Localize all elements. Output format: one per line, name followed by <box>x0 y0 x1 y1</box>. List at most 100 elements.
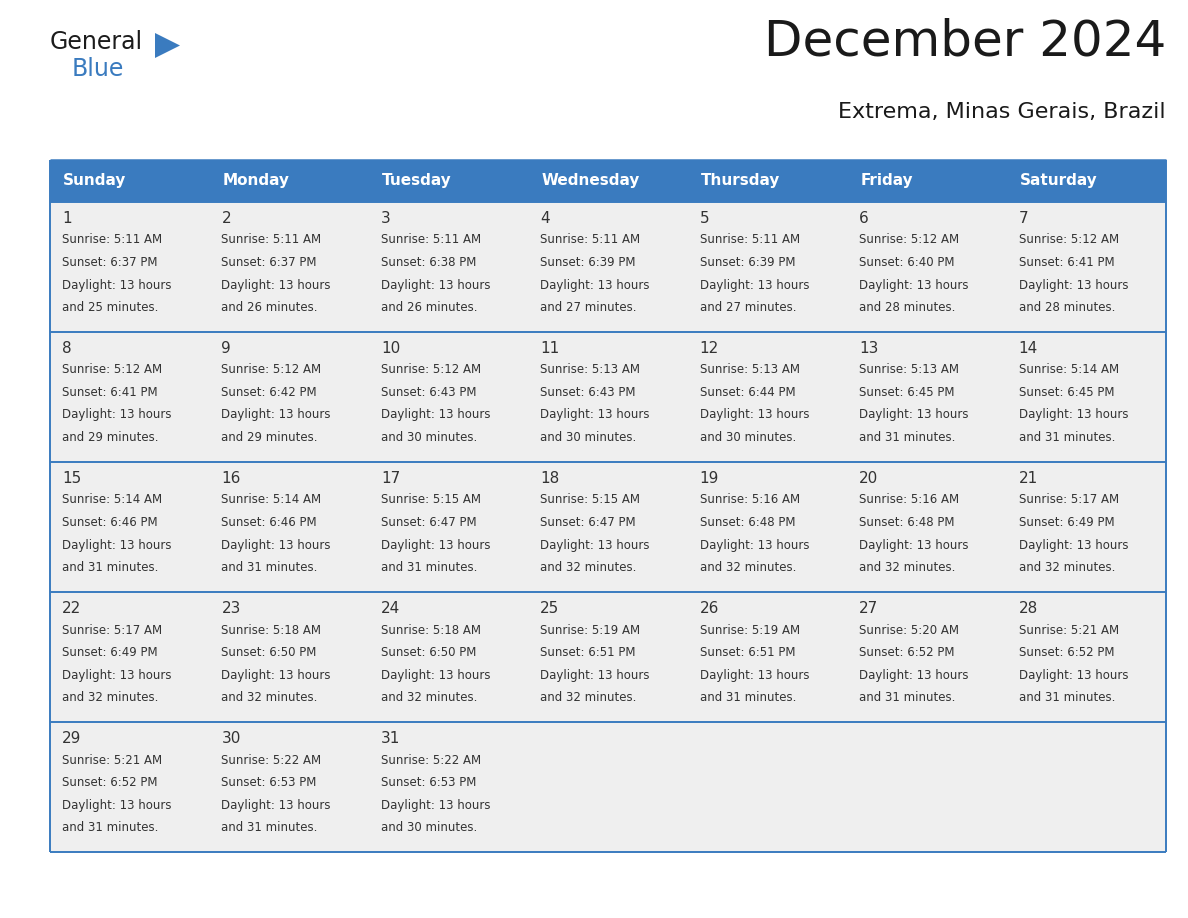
Bar <box>1006 332 1165 462</box>
Bar <box>209 332 368 462</box>
Bar <box>368 332 529 462</box>
Text: Sunrise: 5:17 AM: Sunrise: 5:17 AM <box>1018 494 1119 507</box>
Text: 30: 30 <box>221 731 241 746</box>
Text: 4: 4 <box>541 211 550 226</box>
Text: Sunset: 6:49 PM: Sunset: 6:49 PM <box>62 646 158 659</box>
Bar <box>688 462 847 592</box>
Bar <box>368 202 529 332</box>
Text: Sunset: 6:45 PM: Sunset: 6:45 PM <box>859 386 955 399</box>
Text: Sunset: 6:53 PM: Sunset: 6:53 PM <box>381 776 476 789</box>
Text: Daylight: 13 hours: Daylight: 13 hours <box>541 539 650 552</box>
Text: 23: 23 <box>221 601 241 616</box>
Text: Sunset: 6:40 PM: Sunset: 6:40 PM <box>859 256 955 269</box>
Bar <box>529 332 688 462</box>
Text: Daylight: 13 hours: Daylight: 13 hours <box>859 409 968 421</box>
Text: and 31 minutes.: and 31 minutes. <box>1018 691 1116 704</box>
Text: and 30 minutes.: and 30 minutes. <box>381 431 478 444</box>
Text: Sunrise: 5:15 AM: Sunrise: 5:15 AM <box>541 494 640 507</box>
Text: 21: 21 <box>1018 471 1038 486</box>
Text: Daylight: 13 hours: Daylight: 13 hours <box>62 539 171 552</box>
Text: Tuesday: Tuesday <box>381 174 451 188</box>
Text: Daylight: 13 hours: Daylight: 13 hours <box>221 278 331 292</box>
Text: and 30 minutes.: and 30 minutes. <box>700 431 796 444</box>
Text: Daylight: 13 hours: Daylight: 13 hours <box>700 539 809 552</box>
Text: Daylight: 13 hours: Daylight: 13 hours <box>62 799 171 812</box>
Bar <box>209 462 368 592</box>
Text: and 31 minutes.: and 31 minutes. <box>859 431 955 444</box>
Text: Sunday: Sunday <box>63 174 126 188</box>
Text: Sunrise: 5:16 AM: Sunrise: 5:16 AM <box>859 494 959 507</box>
Text: and 31 minutes.: and 31 minutes. <box>221 561 318 574</box>
Text: 7: 7 <box>1018 211 1028 226</box>
Text: Sunrise: 5:21 AM: Sunrise: 5:21 AM <box>1018 623 1119 636</box>
Text: Daylight: 13 hours: Daylight: 13 hours <box>381 799 491 812</box>
Bar <box>1006 592 1165 722</box>
Text: 24: 24 <box>381 601 400 616</box>
Text: Monday: Monday <box>222 174 290 188</box>
Text: Sunrise: 5:14 AM: Sunrise: 5:14 AM <box>1018 364 1119 376</box>
Text: 3: 3 <box>381 211 391 226</box>
Text: Sunrise: 5:18 AM: Sunrise: 5:18 AM <box>381 623 481 636</box>
Text: and 31 minutes.: and 31 minutes. <box>700 691 796 704</box>
Text: Sunrise: 5:11 AM: Sunrise: 5:11 AM <box>700 233 800 247</box>
Text: Daylight: 13 hours: Daylight: 13 hours <box>700 409 809 421</box>
Text: and 30 minutes.: and 30 minutes. <box>381 821 478 834</box>
Text: Sunset: 6:52 PM: Sunset: 6:52 PM <box>62 776 158 789</box>
Bar <box>847 202 1006 332</box>
Text: Daylight: 13 hours: Daylight: 13 hours <box>381 539 491 552</box>
Text: Sunset: 6:43 PM: Sunset: 6:43 PM <box>381 386 476 399</box>
Text: Sunset: 6:48 PM: Sunset: 6:48 PM <box>859 516 955 529</box>
Bar <box>50 332 209 462</box>
Text: Daylight: 13 hours: Daylight: 13 hours <box>859 278 968 292</box>
Text: 22: 22 <box>62 601 81 616</box>
Bar <box>209 722 368 852</box>
Bar <box>368 592 529 722</box>
Text: Daylight: 13 hours: Daylight: 13 hours <box>541 668 650 681</box>
Text: 5: 5 <box>700 211 709 226</box>
Text: Daylight: 13 hours: Daylight: 13 hours <box>62 668 171 681</box>
Text: and 31 minutes.: and 31 minutes. <box>62 561 158 574</box>
Text: Friday: Friday <box>860 174 912 188</box>
Text: Sunrise: 5:12 AM: Sunrise: 5:12 AM <box>62 364 162 376</box>
Text: Blue: Blue <box>72 57 125 81</box>
Text: 20: 20 <box>859 471 878 486</box>
Text: Daylight: 13 hours: Daylight: 13 hours <box>1018 668 1129 681</box>
Bar <box>529 462 688 592</box>
Text: Daylight: 13 hours: Daylight: 13 hours <box>1018 539 1129 552</box>
Text: Sunset: 6:47 PM: Sunset: 6:47 PM <box>541 516 636 529</box>
Text: Sunset: 6:42 PM: Sunset: 6:42 PM <box>221 386 317 399</box>
Text: Sunset: 6:41 PM: Sunset: 6:41 PM <box>62 386 158 399</box>
Bar <box>688 592 847 722</box>
Text: and 32 minutes.: and 32 minutes. <box>62 691 158 704</box>
Text: Sunrise: 5:11 AM: Sunrise: 5:11 AM <box>381 233 481 247</box>
Text: Sunrise: 5:11 AM: Sunrise: 5:11 AM <box>62 233 162 247</box>
Bar <box>529 160 688 202</box>
Text: Sunset: 6:45 PM: Sunset: 6:45 PM <box>1018 386 1114 399</box>
Text: Daylight: 13 hours: Daylight: 13 hours <box>221 409 331 421</box>
Bar <box>1006 202 1165 332</box>
Text: 8: 8 <box>62 341 71 356</box>
Text: Daylight: 13 hours: Daylight: 13 hours <box>62 278 171 292</box>
Bar <box>50 592 209 722</box>
Bar <box>50 202 209 332</box>
Text: General: General <box>50 30 143 54</box>
Text: Sunset: 6:49 PM: Sunset: 6:49 PM <box>1018 516 1114 529</box>
Bar <box>1006 722 1165 852</box>
Text: and 31 minutes.: and 31 minutes. <box>62 821 158 834</box>
Text: Daylight: 13 hours: Daylight: 13 hours <box>1018 409 1129 421</box>
Text: Sunset: 6:51 PM: Sunset: 6:51 PM <box>541 646 636 659</box>
Text: Sunrise: 5:11 AM: Sunrise: 5:11 AM <box>221 233 322 247</box>
Text: and 31 minutes.: and 31 minutes. <box>1018 431 1116 444</box>
Text: 25: 25 <box>541 601 560 616</box>
Bar <box>368 722 529 852</box>
Text: and 32 minutes.: and 32 minutes. <box>541 691 637 704</box>
Bar <box>368 462 529 592</box>
Bar <box>688 202 847 332</box>
Bar <box>847 462 1006 592</box>
Text: 15: 15 <box>62 471 81 486</box>
Text: Sunset: 6:37 PM: Sunset: 6:37 PM <box>221 256 317 269</box>
Text: 19: 19 <box>700 471 719 486</box>
Bar <box>688 160 847 202</box>
Text: Sunset: 6:43 PM: Sunset: 6:43 PM <box>541 386 636 399</box>
Bar <box>209 202 368 332</box>
